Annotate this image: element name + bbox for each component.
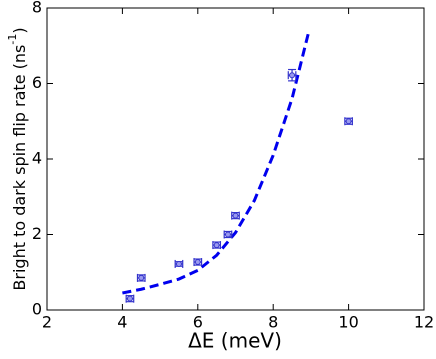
fit-line — [122, 30, 311, 295]
x-tick-label: 8 — [268, 313, 278, 332]
x-tick-label: 4 — [117, 313, 127, 332]
y-axis-label: Bright to dark spin flip rate (ns-1) — [6, 27, 29, 290]
y-axis-label-end: ) — [10, 27, 29, 33]
data-point — [194, 259, 201, 266]
data-point — [224, 231, 231, 238]
y-axis-label-main: Bright to dark spin flip rate (ns — [10, 45, 29, 291]
y-axis-label-sup: -1 — [6, 34, 19, 45]
x-axis-label: ΔE (meV) — [188, 329, 282, 353]
data-point — [175, 260, 182, 267]
x-tick-label: 10 — [338, 313, 358, 332]
x-tick-label: 2 — [42, 313, 52, 332]
data-point — [232, 212, 239, 219]
y-tick-label: 6 — [32, 73, 42, 92]
y-tick-label: 4 — [32, 149, 42, 168]
y-tick-label: 8 — [32, 0, 42, 17]
data-point — [213, 242, 220, 249]
x-tick-label: 6 — [193, 313, 203, 332]
x-tick-label: 12 — [414, 313, 434, 332]
data-point — [138, 274, 145, 281]
data-point — [126, 295, 133, 302]
y-tick-label: 0 — [32, 300, 42, 319]
plot-frame — [46, 7, 425, 311]
y-tick-label: 2 — [32, 224, 42, 243]
data-point — [345, 118, 352, 125]
data-point — [289, 72, 296, 79]
